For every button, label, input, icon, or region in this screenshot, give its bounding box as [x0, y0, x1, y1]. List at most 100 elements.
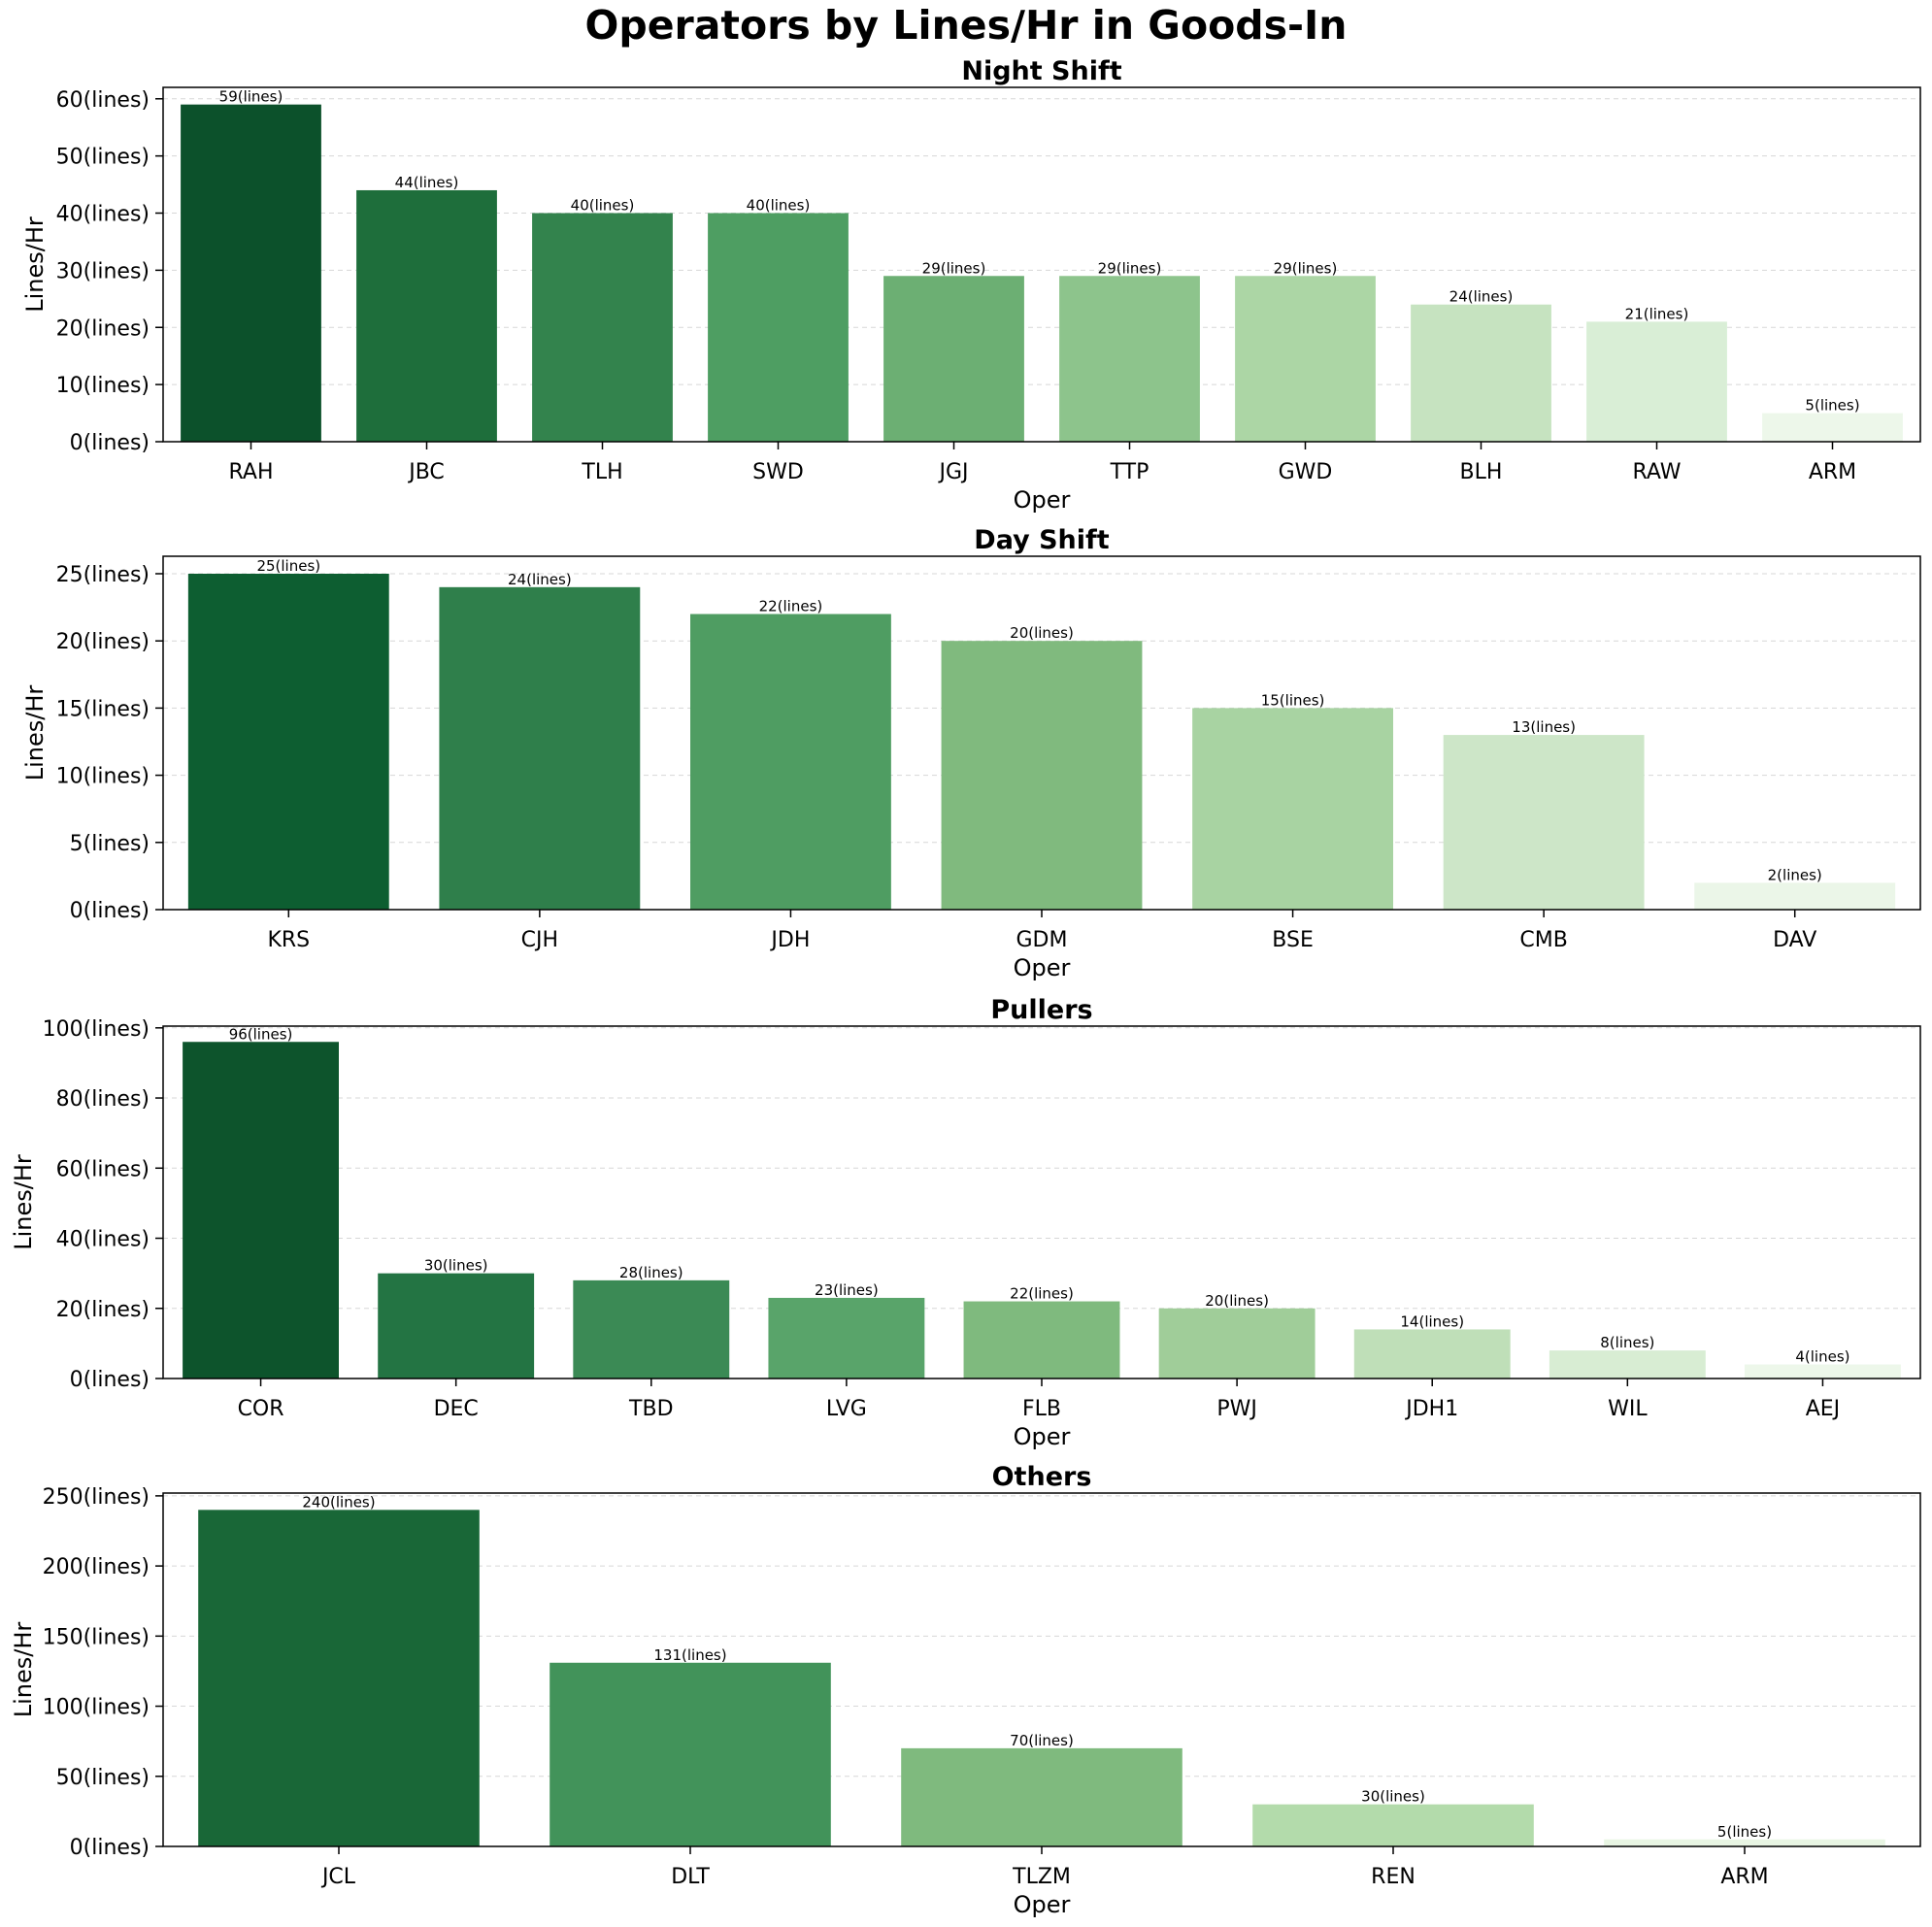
bar	[1745, 1364, 1901, 1379]
x-tick-label: TLZM	[1012, 1865, 1071, 1889]
bar	[1604, 1839, 1885, 1846]
y-tick-label: 150(lines)	[43, 1625, 150, 1649]
x-tick-label: RAH	[229, 460, 274, 484]
x-tick-label: DAV	[1773, 928, 1816, 952]
x-tick-label: JDH1	[1404, 1397, 1458, 1421]
bar	[708, 213, 849, 442]
x-tick-label: COR	[238, 1397, 284, 1421]
x-tick-label: TBD	[628, 1397, 673, 1421]
bar	[550, 1662, 831, 1846]
figure-title: Operators by Lines/Hr in Goods-In	[584, 2, 1348, 49]
axes-frame	[162, 1025, 1921, 1379]
y-tick-label: 200(lines)	[43, 1555, 150, 1579]
bar	[198, 1510, 480, 1846]
bar	[1059, 276, 1200, 442]
x-tick-label: FLB	[1022, 1397, 1061, 1421]
bar	[1235, 276, 1376, 442]
bar	[901, 1747, 1183, 1846]
bar	[1586, 321, 1727, 442]
data-label: 29(lines)	[1274, 259, 1338, 277]
data-label: 5(lines)	[1805, 397, 1859, 415]
x-tick-label: ARM	[1720, 1865, 1768, 1889]
x-tick-label: JDH	[769, 928, 810, 952]
y-tick-label: 20(lines)	[56, 316, 150, 341]
y-tick-label: 25(lines)	[56, 563, 150, 587]
data-label: 20(lines)	[1205, 1292, 1269, 1310]
y-tick-label: 100(lines)	[43, 1696, 150, 1720]
bar	[187, 573, 389, 910]
y-tick-label: 30(lines)	[56, 259, 150, 283]
x-tick-label: TTP	[1110, 460, 1149, 484]
x-tick-label: BLH	[1460, 460, 1503, 484]
bar	[768, 1297, 925, 1379]
data-label: 8(lines)	[1600, 1334, 1654, 1351]
x-tick-label: JGJ	[937, 460, 968, 484]
data-label: 29(lines)	[922, 259, 986, 277]
y-tick-label: 50(lines)	[56, 1766, 150, 1790]
chart-panel: 0(lines) 5(lines) 10(lines) 15(lines) 20(lin…	[21, 525, 1921, 981]
y-tick-label: 0(lines)	[70, 1836, 150, 1860]
bar	[183, 1042, 339, 1379]
chart-panel: 0(lines) 20(lines) 40(lines) 60(lines) 80(li…	[10, 995, 1921, 1450]
data-label: 15(lines)	[1261, 691, 1325, 709]
axes-frame	[162, 1492, 1921, 1847]
panel-title: Pullers	[990, 995, 1092, 1025]
data-label: 23(lines)	[815, 1281, 879, 1299]
y-axis-label: Lines/Hr	[21, 216, 49, 313]
bar	[439, 586, 641, 910]
y-tick-label: 80(lines)	[56, 1087, 150, 1112]
x-axis-label: Oper	[1014, 954, 1071, 981]
x-tick-label: KRS	[267, 928, 310, 952]
bar	[378, 1273, 535, 1379]
panel-title: Day Shift	[974, 525, 1109, 555]
x-tick-label: ARM	[1809, 460, 1856, 484]
y-tick-label: 250(lines)	[43, 1485, 150, 1510]
x-tick-label: LVG	[826, 1397, 867, 1421]
y-tick-label: 10(lines)	[56, 374, 150, 398]
data-label: 40(lines)	[747, 197, 811, 215]
y-tick-label: 0(lines)	[70, 1368, 150, 1392]
data-label: 70(lines)	[1010, 1732, 1074, 1749]
bar	[690, 614, 891, 910]
x-tick-label: RAW	[1633, 460, 1682, 484]
data-label: 2(lines)	[1768, 866, 1822, 883]
y-tick-label: 0(lines)	[70, 431, 150, 455]
x-tick-label: GDM	[1016, 928, 1068, 952]
y-tick-label: 100(lines)	[43, 1017, 150, 1042]
x-tick-label: JBC	[407, 460, 445, 484]
bar	[941, 641, 1143, 910]
bar	[1762, 413, 1903, 442]
panel-title: Night Shift	[961, 56, 1121, 86]
y-tick-label: 15(lines)	[56, 697, 150, 721]
bar	[356, 189, 497, 442]
data-label: 240(lines)	[302, 1493, 375, 1511]
bar	[1353, 1329, 1511, 1379]
x-tick-label: JCL	[320, 1865, 356, 1889]
data-label: 25(lines)	[256, 557, 320, 575]
y-tick-label: 50(lines)	[56, 146, 150, 170]
bar	[883, 276, 1024, 442]
bar	[532, 213, 673, 442]
y-tick-label: 40(lines)	[56, 203, 150, 227]
y-axis-label: Lines/Hr	[21, 685, 49, 781]
data-label: 14(lines)	[1400, 1312, 1464, 1330]
data-label: 40(lines)	[571, 197, 635, 215]
bar	[1549, 1350, 1706, 1379]
data-label: 4(lines)	[1795, 1348, 1849, 1366]
x-tick-label: DLT	[671, 1865, 710, 1889]
y-tick-label: 60(lines)	[56, 88, 150, 113]
y-axis-label: Lines/Hr	[10, 1622, 37, 1718]
x-axis-label: Oper	[1014, 486, 1071, 514]
data-label: 24(lines)	[508, 571, 572, 588]
data-label: 29(lines)	[1098, 259, 1162, 277]
chart-panel: 0(lines) 10(lines) 20(lines) 30(lines) 40(li…	[21, 56, 1921, 514]
data-label: 20(lines)	[1010, 624, 1074, 642]
axes-frame	[162, 555, 1921, 911]
bar	[573, 1279, 730, 1379]
x-tick-label: BSE	[1272, 928, 1314, 952]
x-tick-label: TLH	[581, 460, 622, 484]
data-label: 13(lines)	[1512, 718, 1576, 736]
data-label: 24(lines)	[1449, 288, 1514, 306]
data-label: 28(lines)	[619, 1264, 683, 1281]
